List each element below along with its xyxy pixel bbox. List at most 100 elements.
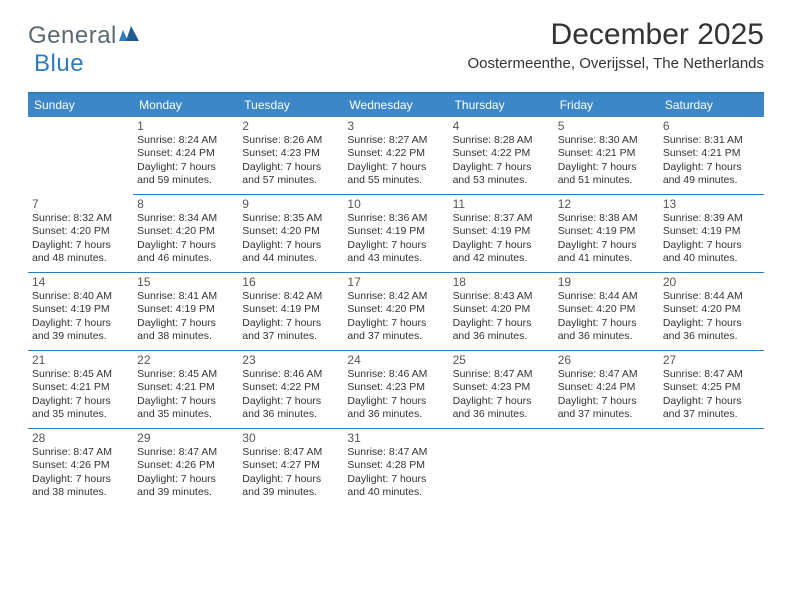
calendar-cell: 24Sunrise: 8:46 AMSunset: 4:23 PMDayligh… <box>343 351 448 429</box>
day-header: Monday <box>133 94 238 117</box>
day-info-line: and 39 minutes. <box>32 330 129 343</box>
day-info: Sunrise: 8:42 AMSunset: 4:19 PMDaylight:… <box>242 290 339 344</box>
day-number: 23 <box>242 353 339 367</box>
day-number: 5 <box>558 119 655 133</box>
day-info: Sunrise: 8:47 AMSunset: 4:24 PMDaylight:… <box>558 368 655 422</box>
day-number: 25 <box>453 353 550 367</box>
day-number: 12 <box>558 197 655 211</box>
day-info-line: and 37 minutes. <box>242 330 339 343</box>
day-info-line: Sunrise: 8:37 AM <box>453 212 550 225</box>
calendar-cell: 11Sunrise: 8:37 AMSunset: 4:19 PMDayligh… <box>449 195 554 273</box>
day-info-line: Sunset: 4:23 PM <box>453 381 550 394</box>
day-info-line: and 38 minutes. <box>137 330 234 343</box>
day-info-line: Sunset: 4:23 PM <box>242 147 339 160</box>
day-info-line: and 38 minutes. <box>32 486 129 499</box>
day-info-line: Sunset: 4:19 PM <box>137 303 234 316</box>
calendar-cell: 18Sunrise: 8:43 AMSunset: 4:20 PMDayligh… <box>449 273 554 351</box>
day-info-line: Sunrise: 8:36 AM <box>347 212 444 225</box>
day-number: 15 <box>137 275 234 289</box>
day-info-line: Daylight: 7 hours <box>242 239 339 252</box>
day-info: Sunrise: 8:45 AMSunset: 4:21 PMDaylight:… <box>32 368 129 422</box>
day-number: 31 <box>347 431 444 445</box>
day-info: Sunrise: 8:28 AMSunset: 4:22 PMDaylight:… <box>453 134 550 188</box>
day-info: Sunrise: 8:41 AMSunset: 4:19 PMDaylight:… <box>137 290 234 344</box>
calendar-cell: 3Sunrise: 8:27 AMSunset: 4:22 PMDaylight… <box>343 117 448 195</box>
day-info: Sunrise: 8:40 AMSunset: 4:19 PMDaylight:… <box>32 290 129 344</box>
day-info-line: and 39 minutes. <box>137 486 234 499</box>
day-info: Sunrise: 8:31 AMSunset: 4:21 PMDaylight:… <box>663 134 760 188</box>
day-info-line: Sunrise: 8:47 AM <box>663 368 760 381</box>
logo-text-blue: Blue <box>34 50 84 78</box>
calendar-cell: 1Sunrise: 8:24 AMSunset: 4:24 PMDaylight… <box>133 117 238 195</box>
day-info-line: Daylight: 7 hours <box>663 317 760 330</box>
calendar-cell-empty <box>449 429 554 507</box>
day-info-line: Daylight: 7 hours <box>242 317 339 330</box>
day-info-line: and 36 minutes. <box>453 330 550 343</box>
day-info-line: Sunrise: 8:28 AM <box>453 134 550 147</box>
day-info-line: and 57 minutes. <box>242 174 339 187</box>
day-info-line: Daylight: 7 hours <box>137 317 234 330</box>
day-info: Sunrise: 8:35 AMSunset: 4:20 PMDaylight:… <box>242 212 339 266</box>
day-info-line: Daylight: 7 hours <box>453 317 550 330</box>
day-info-line: and 48 minutes. <box>32 252 129 265</box>
day-info: Sunrise: 8:44 AMSunset: 4:20 PMDaylight:… <box>663 290 760 344</box>
day-info: Sunrise: 8:36 AMSunset: 4:19 PMDaylight:… <box>347 212 444 266</box>
day-header: Wednesday <box>343 94 448 117</box>
day-info-line: Sunset: 4:20 PM <box>558 303 655 316</box>
day-info-line: and 36 minutes. <box>663 330 760 343</box>
day-info-line: Daylight: 7 hours <box>663 161 760 174</box>
calendar-cell: 22Sunrise: 8:45 AMSunset: 4:21 PMDayligh… <box>133 351 238 429</box>
day-number: 7 <box>32 197 129 211</box>
calendar-cell: 9Sunrise: 8:35 AMSunset: 4:20 PMDaylight… <box>238 195 343 273</box>
day-info-line: Daylight: 7 hours <box>453 395 550 408</box>
day-info: Sunrise: 8:45 AMSunset: 4:21 PMDaylight:… <box>137 368 234 422</box>
day-info-line: Sunrise: 8:40 AM <box>32 290 129 303</box>
day-info-line: Sunrise: 8:35 AM <box>242 212 339 225</box>
day-info-line: Sunrise: 8:26 AM <box>242 134 339 147</box>
day-info-line: and 41 minutes. <box>558 252 655 265</box>
day-info-line: and 37 minutes. <box>347 330 444 343</box>
day-number: 2 <box>242 119 339 133</box>
day-number: 22 <box>137 353 234 367</box>
day-info-line: Sunset: 4:27 PM <box>242 459 339 472</box>
day-number: 21 <box>32 353 129 367</box>
calendar-cell: 23Sunrise: 8:46 AMSunset: 4:22 PMDayligh… <box>238 351 343 429</box>
day-info-line: Sunset: 4:19 PM <box>663 225 760 238</box>
day-info-line: Sunset: 4:19 PM <box>453 225 550 238</box>
day-header: Saturday <box>659 94 764 117</box>
day-info-line: and 42 minutes. <box>453 252 550 265</box>
day-info-line: Daylight: 7 hours <box>137 161 234 174</box>
day-info-line: Daylight: 7 hours <box>453 161 550 174</box>
day-info-line: Sunset: 4:28 PM <box>347 459 444 472</box>
day-info-line: Sunrise: 8:44 AM <box>558 290 655 303</box>
day-info-line: Sunset: 4:23 PM <box>347 381 444 394</box>
calendar-cell-empty <box>659 429 764 507</box>
month-title: December 2025 <box>467 18 764 51</box>
day-info-line: Sunset: 4:24 PM <box>137 147 234 160</box>
day-info: Sunrise: 8:44 AMSunset: 4:20 PMDaylight:… <box>558 290 655 344</box>
day-info-line: Daylight: 7 hours <box>137 473 234 486</box>
day-info-line: and 46 minutes. <box>137 252 234 265</box>
day-info-line: and 37 minutes. <box>663 408 760 421</box>
day-info-line: and 40 minutes. <box>663 252 760 265</box>
calendar-cell: 13Sunrise: 8:39 AMSunset: 4:19 PMDayligh… <box>659 195 764 273</box>
day-number: 6 <box>663 119 760 133</box>
day-number: 20 <box>663 275 760 289</box>
calendar-cell-empty <box>554 429 659 507</box>
calendar-cell: 2Sunrise: 8:26 AMSunset: 4:23 PMDaylight… <box>238 117 343 195</box>
day-info-line: Sunrise: 8:47 AM <box>137 446 234 459</box>
day-info: Sunrise: 8:47 AMSunset: 4:27 PMDaylight:… <box>242 446 339 500</box>
day-info-line: Sunrise: 8:46 AM <box>242 368 339 381</box>
day-info-line: Daylight: 7 hours <box>32 395 129 408</box>
day-info-line: Sunrise: 8:47 AM <box>347 446 444 459</box>
day-info-line: Sunrise: 8:24 AM <box>137 134 234 147</box>
day-info-line: Sunset: 4:21 PM <box>137 381 234 394</box>
day-info: Sunrise: 8:26 AMSunset: 4:23 PMDaylight:… <box>242 134 339 188</box>
day-number: 30 <box>242 431 339 445</box>
day-info-line: Sunrise: 8:42 AM <box>242 290 339 303</box>
day-info-line: and 53 minutes. <box>453 174 550 187</box>
day-info-line: Sunrise: 8:47 AM <box>32 446 129 459</box>
day-info-line: Sunset: 4:19 PM <box>32 303 129 316</box>
day-info-line: Sunset: 4:21 PM <box>32 381 129 394</box>
calendar-cell: 25Sunrise: 8:47 AMSunset: 4:23 PMDayligh… <box>449 351 554 429</box>
